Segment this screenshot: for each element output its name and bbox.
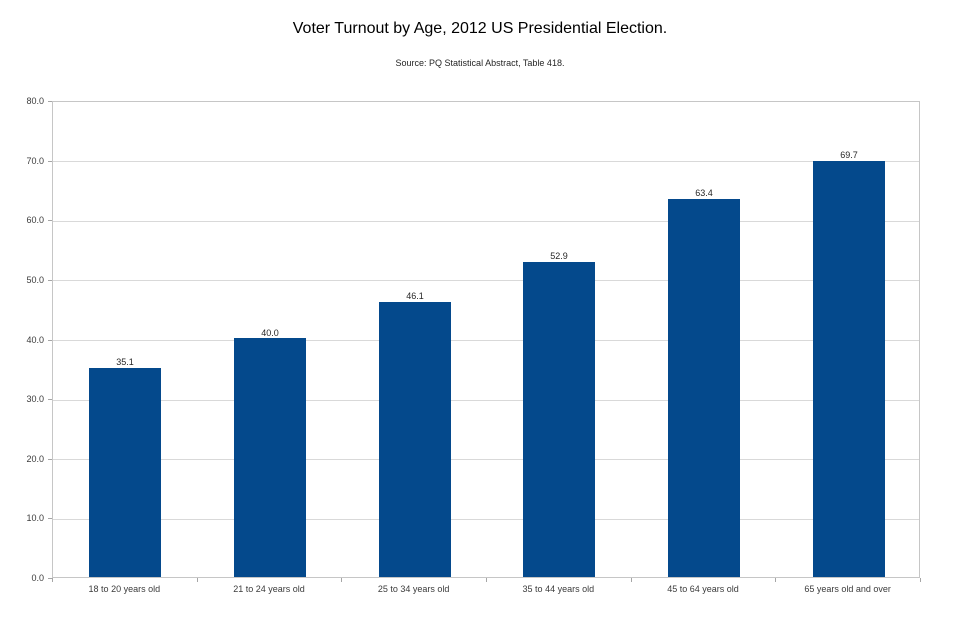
plot-area: 35.1 40.0 46.1 52.9 63.4 69.7: [52, 101, 920, 578]
x-axis-label: 35 to 44 years old: [522, 584, 595, 594]
y-axis-tick: [48, 458, 52, 460]
y-axis-tick: [48, 279, 52, 281]
y-axis-tick: [48, 399, 52, 401]
x-axis-tick: [920, 578, 921, 582]
x-axis-label: 65 years old and over: [804, 584, 891, 594]
chart-title: Voter Turnout by Age, 2012 US Presidenti…: [292, 20, 668, 37]
bar: [234, 338, 306, 577]
grid-line: [53, 220, 919, 222]
x-axis-label: 18 to 20 years old: [88, 584, 161, 594]
y-axis-tick: [48, 518, 52, 520]
y-axis-tick: [48, 160, 52, 162]
bar-value-label: 46.1: [406, 291, 424, 302]
y-axis-label: 60.0: [26, 215, 44, 226]
grid-line: [53, 399, 919, 401]
y-axis-label: 20.0: [26, 453, 44, 464]
bar-value-label: 35.1: [116, 356, 134, 367]
bar: [813, 161, 885, 577]
x-axis-tick: [197, 578, 198, 582]
x-axis-label: 45 to 64 years old: [667, 584, 739, 594]
grid-line: [53, 518, 919, 520]
y-axis-tick: [48, 339, 52, 341]
y-axis-label: 70.0: [26, 155, 44, 166]
x-axis-label: 21 to 24 years old: [233, 584, 305, 594]
bar-value-label: 63.4: [695, 187, 713, 198]
grid-line: [53, 280, 919, 282]
x-axis-tick: [341, 578, 342, 582]
grid-line: [53, 340, 919, 341]
bar: [379, 302, 451, 577]
y-axis-label: 0.0: [31, 573, 44, 583]
y-axis-label: 80.0: [26, 96, 44, 106]
bar: [668, 199, 740, 577]
bar-value-label: 69.7: [840, 150, 858, 161]
y-axis-tick: [48, 578, 52, 579]
x-axis-tick: [631, 578, 632, 582]
y-axis-tick: [48, 220, 52, 222]
bar-value-label: 40.0: [261, 327, 279, 338]
y-axis-label: 40.0: [26, 334, 44, 345]
bar: [523, 262, 595, 577]
x-axis-tick: [775, 578, 776, 582]
x-axis-tick: [486, 578, 487, 582]
chart-subtitle: Source: PQ Statistical Abstract, Table 4…: [395, 58, 565, 68]
x-axis-label: 25 to 34 years old: [377, 584, 450, 594]
y-axis-tick: [48, 101, 52, 102]
bar-value-label: 52.9: [550, 250, 568, 261]
bar: [89, 368, 161, 577]
x-axis-tick: [52, 578, 53, 582]
grid-line: [53, 459, 919, 461]
y-axis-label: 10.0: [26, 513, 44, 524]
y-axis-label: 30.0: [26, 394, 44, 405]
grid-line: [53, 161, 919, 163]
y-axis-label: 50.0: [26, 274, 44, 285]
